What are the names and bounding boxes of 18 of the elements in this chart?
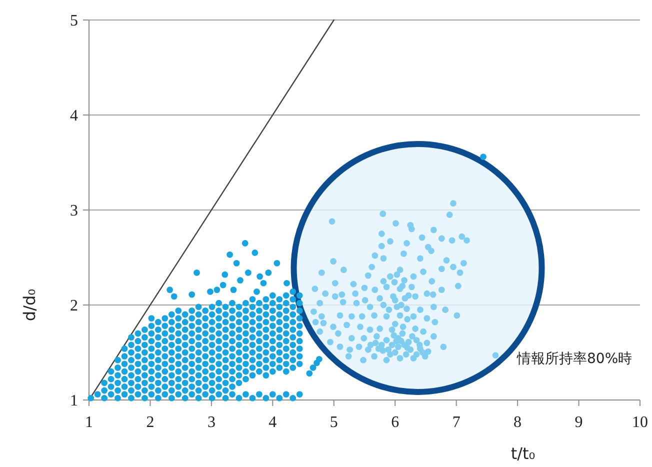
x-tick-label: 4 (268, 414, 277, 431)
y-tick-label: 2 (70, 298, 78, 315)
x-tick-label: 2 (146, 414, 154, 431)
y-tick-label: 3 (70, 202, 78, 220)
x-tick-label: 9 (574, 414, 583, 431)
annotation: 情報所持率80%時 (516, 351, 632, 367)
x-tick-label: 5 (330, 414, 338, 431)
x-axis-title: t/t₀ (510, 444, 536, 463)
x-tick-label: 3 (207, 414, 216, 431)
x-tick-label: 8 (514, 414, 522, 431)
y-tick-label: 1 (70, 392, 78, 410)
x-tick-label: 10 (632, 414, 648, 431)
y-tick-label: 4 (70, 108, 78, 125)
x-tick-label: 7 (452, 414, 460, 431)
y-tick-label: 5 (70, 12, 78, 30)
x-tick-label: 6 (391, 414, 400, 431)
y-axis-title: d/d₀ (20, 288, 39, 322)
x-tick-label: 1 (85, 414, 93, 431)
